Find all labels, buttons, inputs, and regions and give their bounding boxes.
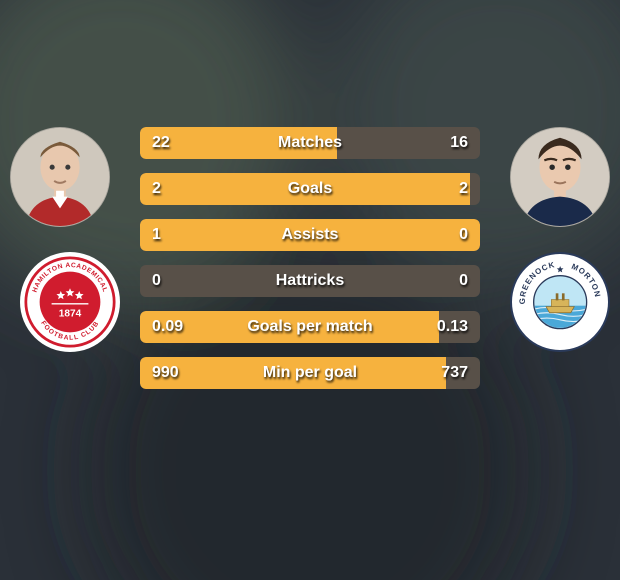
stat-label: Goals — [161, 180, 459, 198]
card-root: McGinty vs Ballantyne Club competitions,… — [0, 0, 620, 580]
stat-row: 990Min per goal737 — [140, 357, 480, 389]
stat-value-right: 0 — [459, 272, 468, 290]
stats-list: 22Matches162Goals21Assists00Hattricks00.… — [140, 127, 480, 389]
stat-value-right: 0.13 — [437, 318, 468, 336]
stat-value-left: 1 — [152, 226, 161, 244]
stat-value-right: 2 — [459, 180, 468, 198]
stat-label: Goals per match — [183, 318, 437, 336]
stat-value-left: 22 — [152, 134, 170, 152]
stat-row: 0.09Goals per match0.13 — [140, 311, 480, 343]
svg-text:1874: 1874 — [59, 309, 82, 320]
stat-label: Matches — [170, 134, 450, 152]
stat-value-left: 990 — [152, 364, 179, 382]
stat-value-right: 16 — [450, 134, 468, 152]
stat-row: 0Hattricks0 — [140, 265, 480, 297]
stat-value-left: 0.09 — [152, 318, 183, 336]
main-area: HAMILTON ACADEMICALFOOTBALL CLUB1874 GRE… — [0, 117, 620, 417]
club-left-crest: HAMILTON ACADEMICALFOOTBALL CLUB1874 — [20, 252, 120, 352]
stat-label: Min per goal — [179, 364, 442, 382]
stat-value-right: 737 — [441, 364, 468, 382]
club-right-crest: GREENOCKMORTONF.C. LTD — [510, 252, 610, 352]
stat-label: Assists — [161, 226, 459, 244]
stat-row: 22Matches16 — [140, 127, 480, 159]
stat-label: Hattricks — [161, 272, 459, 290]
stat-value-left: 2 — [152, 180, 161, 198]
stat-value-right: 0 — [459, 226, 468, 244]
stat-row: 1Assists0 — [140, 219, 480, 251]
player-right-avatar — [510, 127, 610, 227]
stat-value-left: 0 — [152, 272, 161, 290]
player-left-avatar — [10, 127, 110, 227]
stat-row: 2Goals2 — [140, 173, 480, 205]
